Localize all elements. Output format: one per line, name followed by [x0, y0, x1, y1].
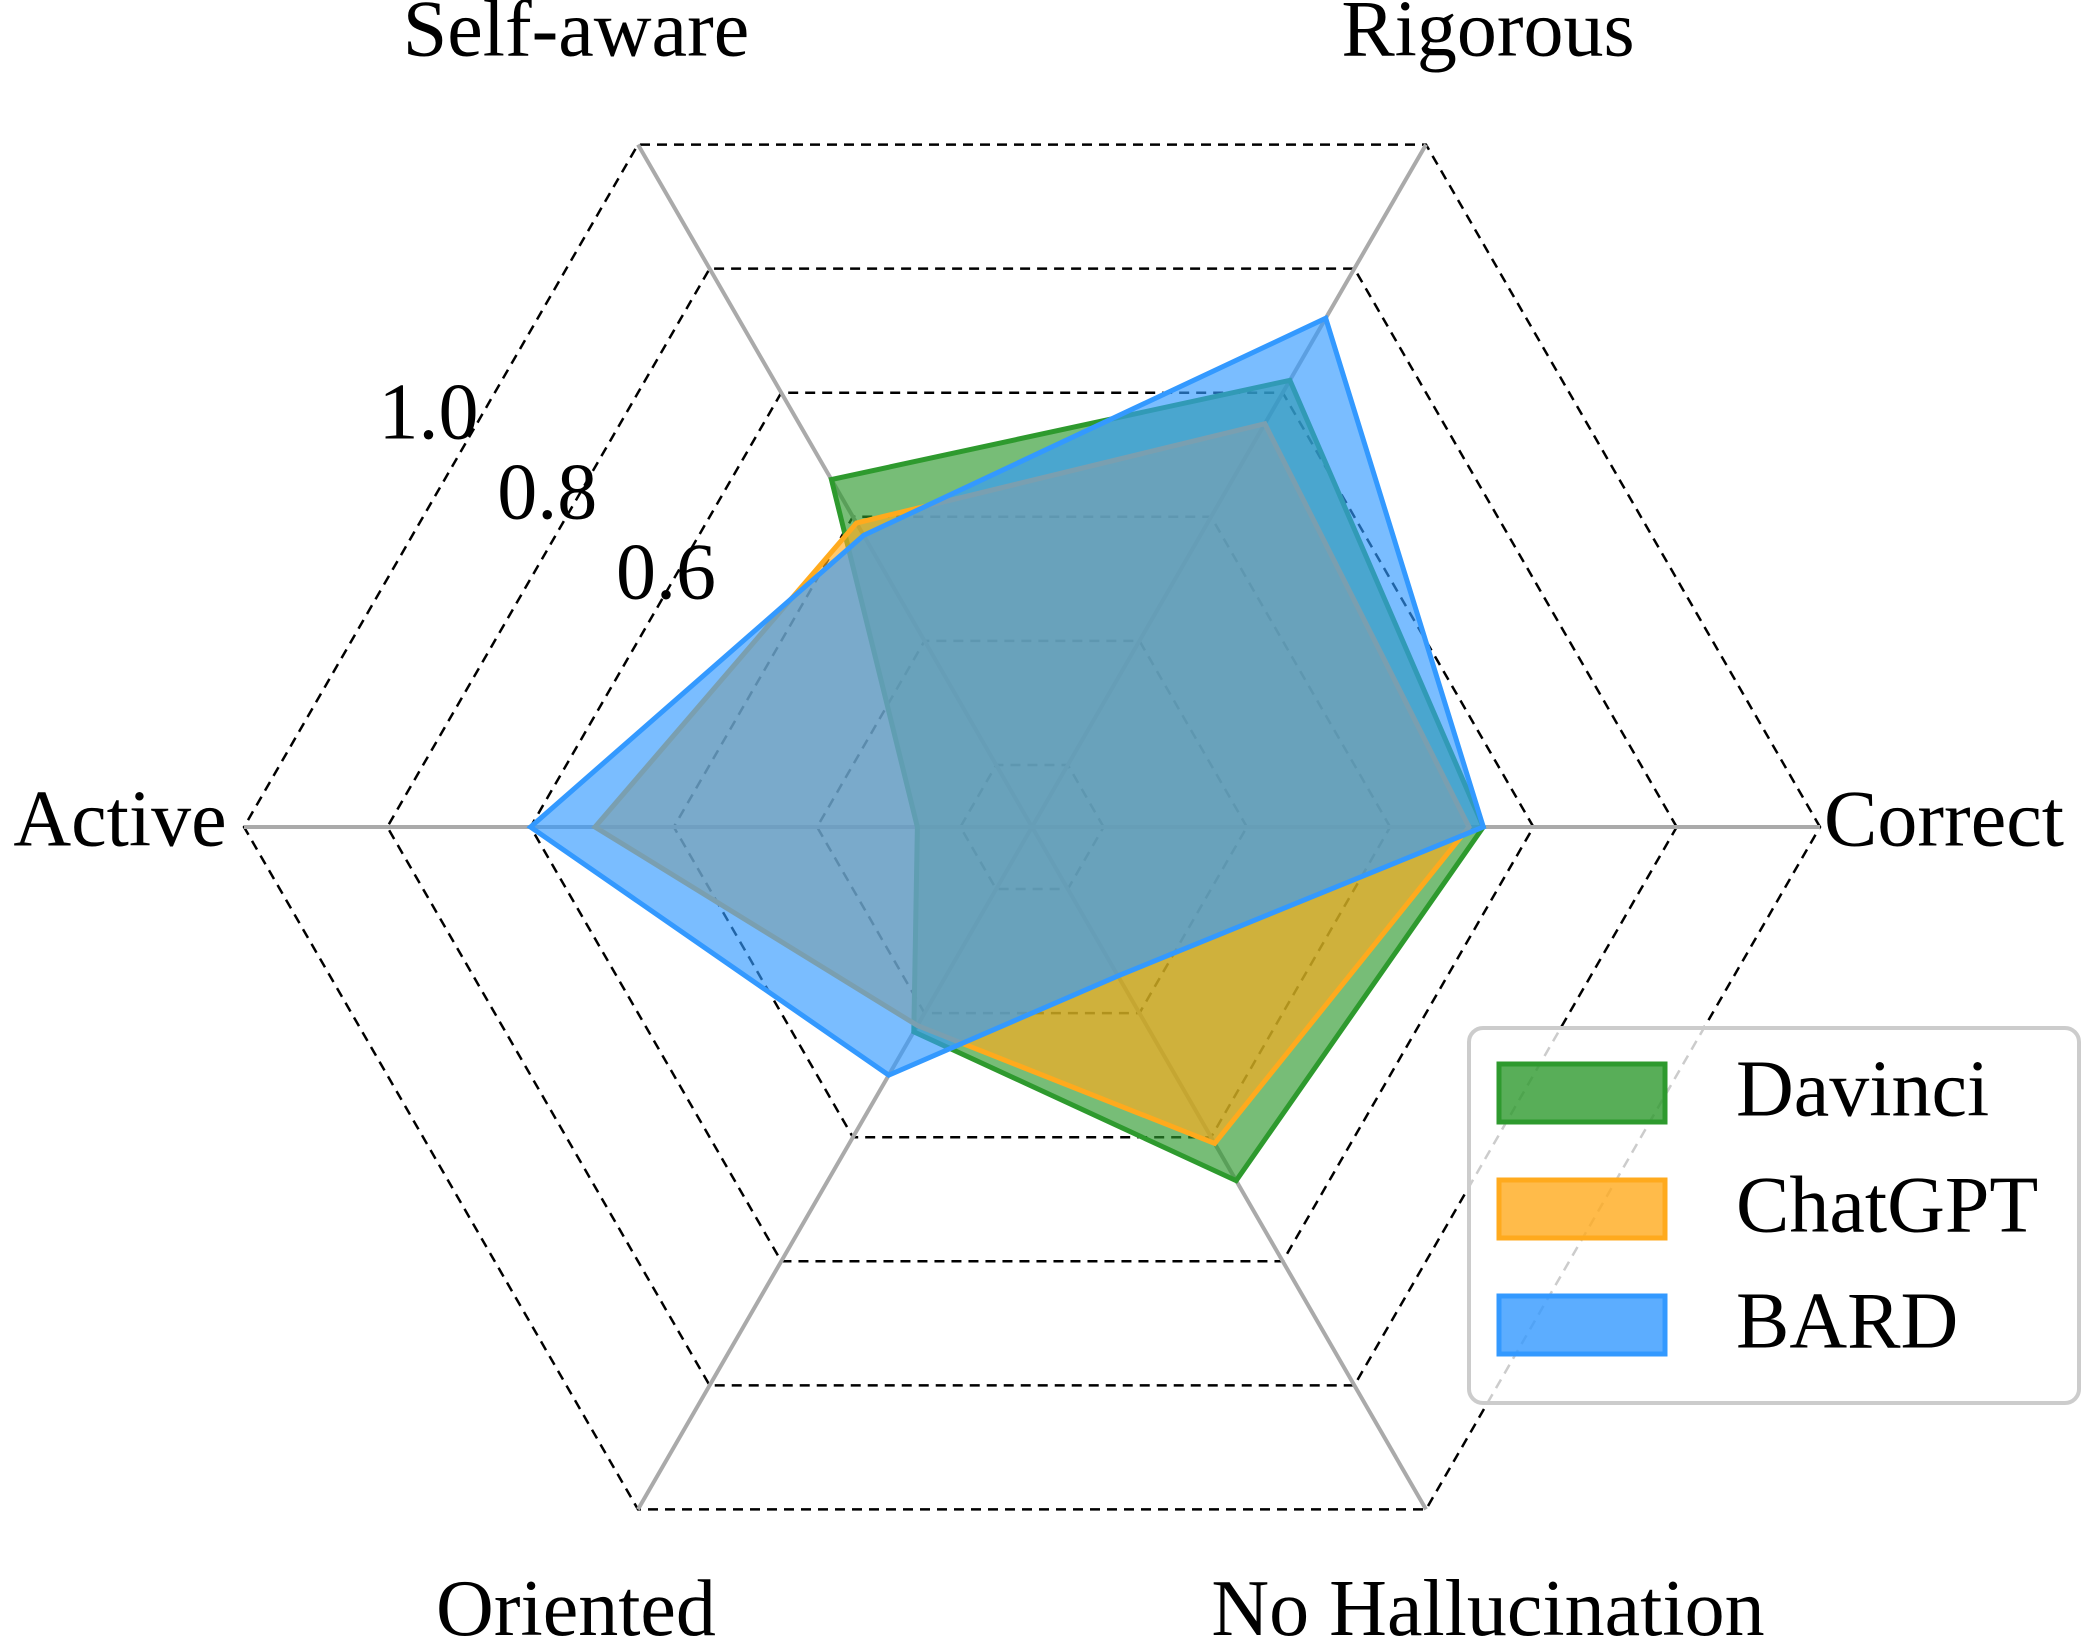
labels: 0.60.81.0 Correct Rigorous Self-aware Active… — [13, 0, 2064, 1638]
legend-swatch — [1496, 1061, 1668, 1125]
plot-area — [526, 314, 1487, 1184]
axis-label: Active — [13, 775, 226, 863]
series-area — [526, 314, 1487, 1079]
axis-label: Rigorous — [1341, 0, 1634, 74]
legend-label: Davinci — [1736, 1045, 1989, 1133]
legend-swatch — [1496, 1177, 1668, 1241]
legend-label: BARD — [1736, 1277, 1958, 1365]
axis-label: Self-aware — [403, 0, 749, 74]
axis-label: No Hallucination — [1211, 1565, 1764, 1638]
legend-swatch — [1496, 1293, 1668, 1357]
legend-label: ChatGPT — [1736, 1161, 2038, 1249]
r-tick-label: 0.6 — [616, 529, 716, 617]
axis-label: Correct — [1824, 775, 2064, 863]
legend: Davinci ChatGPT BARD — [1467, 1026, 2081, 1405]
r-tick-label: 1.0 — [378, 368, 478, 456]
axis-label: Oriented — [436, 1565, 716, 1638]
r-tick-label: 0.8 — [497, 448, 597, 536]
